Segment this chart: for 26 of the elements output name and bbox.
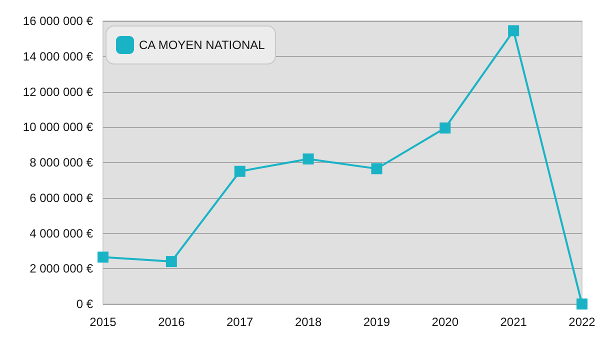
y-tick-label: 10 000 000 € [22,120,94,134]
point [166,256,177,268]
point [234,166,246,177]
x-tick-label: 2021 [500,315,528,329]
x-tick-label: 2019 [363,315,390,329]
legend-label: CA MOYEN NATIONAL [139,38,266,52]
point [371,163,382,174]
x-tick-label: 2016 [158,315,186,329]
y-tick-label: 2 000 000 € [30,262,94,276]
x-tick-label: 2020 [432,315,459,329]
point [508,25,520,36]
y-tick-label: 6 000 000 € [30,190,94,205]
point [576,298,588,310]
point [440,122,451,134]
x-tick-label: 2015 [90,315,117,329]
point [98,252,108,263]
y-tick-label: 4 000 000 € [30,226,94,240]
x-tick-label: 2018 [294,315,322,329]
x-tick-label: 2017 [226,315,254,329]
y-tick-label: 12 000 000 € [22,84,94,99]
y-tick-label: 8 000 000 € [30,156,94,170]
y-tick-label: 16 000 000 € [22,14,94,28]
x-tick-label: 2022 [568,315,596,329]
y-tick-label: 14 000 000 € [22,49,94,64]
y-tick-label: 0 € [76,297,94,311]
point [302,153,314,164]
